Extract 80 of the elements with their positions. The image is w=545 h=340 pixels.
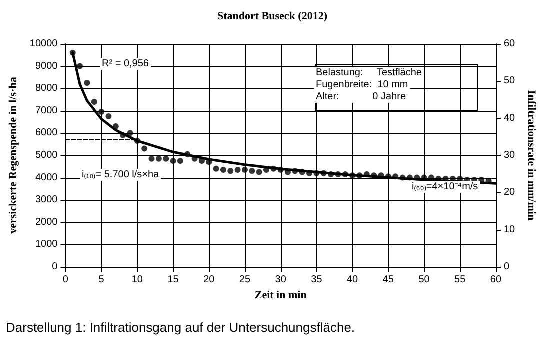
- x-tick-label: 15: [168, 274, 180, 286]
- y2-tick-label: 20: [504, 187, 516, 198]
- point: [320, 170, 327, 176]
- point: [342, 171, 348, 178]
- x-tick-label: 10: [132, 274, 144, 286]
- point: [91, 98, 98, 105]
- x-tick-label: 5: [98, 274, 105, 286]
- point: [84, 80, 90, 86]
- y-tick-label: 10000: [30, 38, 58, 50]
- y-tick-label: 6000: [35, 128, 58, 139]
- y-tick-label: 4000: [35, 172, 58, 184]
- point: [177, 158, 184, 164]
- x-tick-label: 25: [239, 274, 251, 286]
- point: [77, 63, 84, 70]
- point: [392, 174, 399, 180]
- y2-tick-label: 40: [504, 112, 516, 124]
- point: [142, 146, 148, 152]
- point: [220, 166, 226, 173]
- annotation: i₍₁₀₎= 5.700 l/s×ha: [82, 170, 160, 180]
- point: [198, 158, 205, 164]
- y2-tick-label: 30: [504, 150, 516, 161]
- x-tick-label: 45: [382, 274, 394, 286]
- point: [134, 138, 140, 144]
- annotation: i₍₆₀₎=4×10⁻⁴m/s: [412, 182, 478, 192]
- y-axis-title: versickerte Regenspende in l/s·ha: [8, 76, 20, 234]
- point: [148, 156, 155, 162]
- point: [278, 166, 284, 173]
- x-tick-label: 40: [346, 274, 359, 286]
- x-tick-label: 35: [311, 274, 323, 286]
- point: [127, 130, 134, 136]
- chart-title: Standort Buseck (2012): [217, 10, 328, 22]
- point: [335, 171, 342, 178]
- point: [234, 166, 241, 173]
- y-tick-label: 9000: [35, 60, 58, 72]
- point: [120, 132, 126, 138]
- y2-axis-title: Infiltrationsrate in mm/min: [526, 90, 538, 221]
- point: [112, 124, 119, 130]
- y2-tick-label: 60: [504, 38, 516, 50]
- point: [184, 151, 191, 158]
- point: [256, 169, 262, 176]
- point: [242, 166, 248, 173]
- point: [156, 156, 162, 162]
- x-tick-label: 20: [204, 274, 216, 286]
- y-tick-label: 1000: [35, 239, 58, 250]
- y-tick-label: 8000: [35, 83, 58, 94]
- point: [70, 50, 76, 56]
- text: Darstellung 1: Infiltrationsgang auf der Untersuchungsfläche.: [6, 320, 356, 335]
- y2-tick-label: 0: [504, 262, 510, 272]
- point: [299, 169, 306, 176]
- point: [106, 113, 112, 120]
- point: [328, 171, 334, 178]
- point: [406, 174, 413, 181]
- x-tick-label: 0: [62, 274, 69, 286]
- y2-tick-label: 50: [504, 76, 516, 87]
- point: [292, 168, 298, 174]
- point: [98, 109, 105, 116]
- annotation: Belastung: Testfläche Fugenbreite: 10 mm Alter: 0 Jahre: [316, 68, 422, 102]
- x-tick-label: 60: [490, 274, 502, 286]
- x-tick-label: 55: [454, 274, 466, 286]
- x-tick-label: 50: [418, 274, 430, 286]
- point: [170, 158, 176, 164]
- point: [414, 174, 420, 181]
- x-tick-label: 30: [275, 274, 287, 286]
- point: [163, 156, 170, 162]
- x-axis-title: Zeit in min: [254, 289, 307, 302]
- point: [306, 170, 313, 176]
- point: [400, 174, 406, 181]
- point: [213, 166, 220, 172]
- y-tick-label: 2000: [35, 216, 58, 228]
- y-tick-label: 5000: [35, 150, 58, 161]
- point: [385, 174, 392, 180]
- y-tick-label: 3000: [35, 194, 58, 206]
- point: [314, 170, 320, 176]
- annotation: R² = 0,956: [102, 58, 150, 70]
- point: [270, 166, 277, 172]
- point: [228, 168, 234, 174]
- y-tick-label: 7000: [35, 105, 58, 116]
- y-tick-label: 0: [52, 262, 58, 272]
- y2-tick-label: 10: [504, 224, 516, 236]
- point: [249, 168, 256, 174]
